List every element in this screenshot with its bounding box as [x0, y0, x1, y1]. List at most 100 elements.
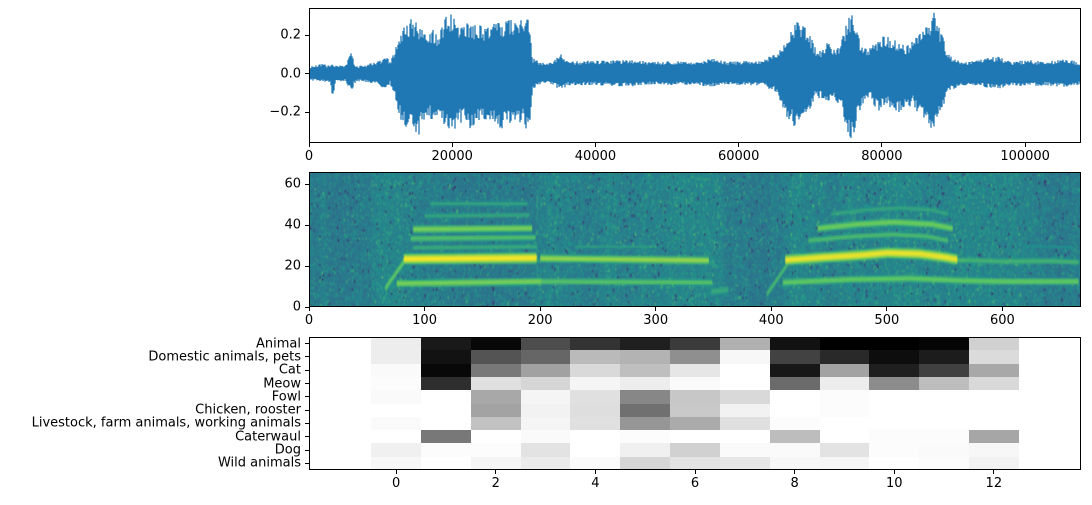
y-tick-label: 40 [284, 217, 301, 233]
heatmap-cell [421, 430, 472, 444]
heatmap-cell [371, 430, 422, 444]
heatmap-cell [670, 456, 721, 471]
axes-spine-left [309, 8, 310, 143]
heatmap-cell [919, 390, 970, 404]
y-tick-mark [305, 73, 309, 75]
heatmap-cell [620, 390, 671, 404]
axes-spine-top [309, 337, 1081, 338]
y-tick-label: −0.2 [269, 104, 301, 120]
heatmap-cell [670, 363, 721, 378]
x-tick-mark [308, 143, 310, 147]
heatmap-cell [670, 390, 721, 404]
heatmap-cell [769, 403, 820, 418]
heatmap-cell [470, 456, 522, 471]
heatmap-cell [769, 430, 820, 444]
heatmap-cell [819, 363, 870, 378]
heatmap-cell [421, 337, 472, 351]
x-tick-label: 600 [989, 313, 1015, 328]
axes-spine-top [309, 172, 1081, 173]
y-tick-mark [305, 396, 309, 398]
heatmap-cell [919, 376, 970, 391]
x-tick-label: 0 [392, 476, 401, 491]
heatmap-cell [670, 430, 721, 444]
heatmap-cell [670, 416, 721, 431]
heatmap-cell [769, 350, 820, 365]
heatmap-cell [769, 456, 820, 471]
heatmap-cell [819, 430, 870, 444]
heatmap-cell [869, 430, 920, 444]
x-tick-label: 4 [591, 476, 600, 491]
spectrogram-axes: 0 100 200 300 400 500 600 0 20 40 60 [284, 172, 1081, 327]
heatmap-cell [470, 363, 522, 378]
heatmap-cell [520, 337, 571, 351]
heatmap-cell [371, 416, 422, 431]
heatmap-cell [470, 403, 522, 418]
heatmap-cell [570, 337, 621, 351]
x-tick-mark [993, 470, 995, 474]
heatmap-cell [919, 337, 970, 351]
heatmap-cell [719, 416, 771, 431]
heatmap-cell [819, 337, 870, 351]
heatmap-cell [470, 430, 522, 444]
heatmap-cell [570, 416, 621, 431]
y-tick-mark [305, 409, 309, 411]
x-tick-label: 0 [304, 313, 314, 328]
heatmap-cell [470, 390, 522, 404]
y-tick-mark [305, 265, 309, 267]
class-scores-axes: 0 2 4 6 8 10 12 Animal Domestic animals, pets Cat… [32, 337, 1081, 490]
y-tick-label: 0 [292, 299, 301, 315]
heatmap-cell [570, 376, 621, 391]
heatmap-cell [819, 416, 870, 431]
heatmap-cell [719, 337, 771, 351]
heatmap-cell [620, 456, 671, 471]
heatmap-cell [919, 456, 970, 471]
heatmap-cell [421, 350, 472, 365]
axes-spine-right [1080, 172, 1081, 307]
heatmap-cell [819, 376, 870, 391]
y-tick-mark [305, 449, 309, 451]
x-tick-mark [395, 470, 397, 474]
class-label: Animal [256, 336, 301, 352]
axes-spine-bottom [309, 469, 1081, 470]
heatmap-cell [819, 456, 870, 471]
y-tick-mark [305, 356, 309, 358]
heatmap-cell [570, 443, 621, 458]
x-tick-mark [881, 143, 883, 147]
heatmap-cell [919, 350, 970, 365]
heatmap-cell [719, 403, 771, 418]
x-tick-mark [539, 307, 541, 311]
x-tick-label: 300 [643, 313, 669, 328]
heatmap-cell [719, 363, 771, 378]
x-tick-label: 200 [527, 313, 553, 328]
class-label: Domestic animals, pets [148, 349, 301, 365]
x-tick-label: 80000 [861, 149, 903, 164]
y-tick-mark [305, 436, 309, 438]
heatmap-cell [769, 443, 820, 458]
heatmap-cell [421, 376, 472, 391]
heatmap-cell [869, 363, 920, 378]
x-tick-label: 12 [985, 476, 1003, 491]
heatmap-cell [968, 430, 1020, 444]
heatmap-cell [371, 443, 422, 458]
x-tick-label: 100000 [1000, 149, 1050, 164]
heatmap-cell [470, 350, 522, 365]
heatmap-cell [520, 430, 571, 444]
axes-spine-left [309, 172, 310, 307]
class-label: Fowl [271, 389, 301, 405]
heatmap-cell [769, 337, 820, 351]
y-tick-mark [305, 422, 309, 424]
heatmap-cell [869, 350, 920, 365]
heatmap-cell [371, 403, 422, 418]
axes-spine-bottom [309, 306, 1081, 307]
heatmap-cell [371, 456, 422, 471]
heatmap-cell [520, 363, 571, 378]
heatmap-cell [869, 337, 920, 351]
y-tick-mark [305, 369, 309, 371]
class-label: Cat [278, 362, 301, 378]
heatmap-cell [670, 337, 721, 351]
y-tick-mark [305, 383, 309, 385]
y-tick-mark [305, 343, 309, 345]
axes-spine-right [1080, 8, 1081, 143]
heatmap-cell [670, 403, 721, 418]
heatmap-cell [719, 390, 771, 404]
